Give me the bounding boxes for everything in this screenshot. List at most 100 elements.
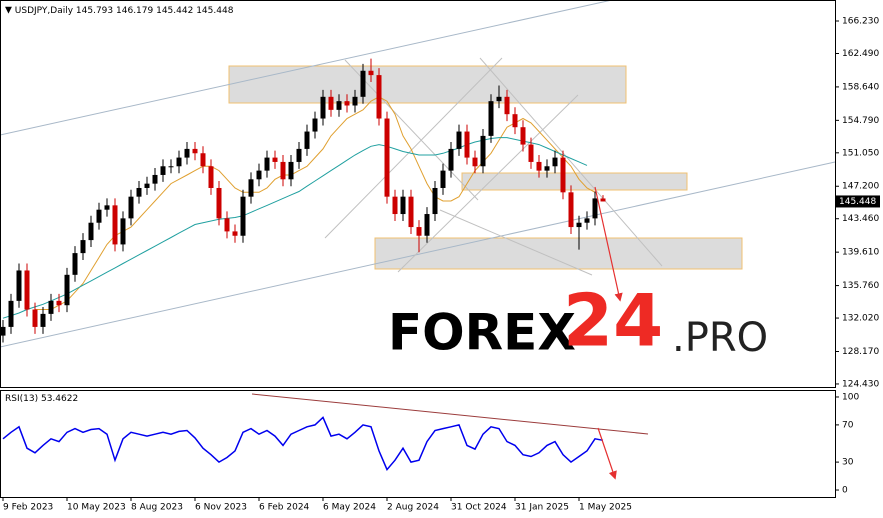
candle-body xyxy=(448,148,454,171)
rsi-tick-label: 70 xyxy=(842,420,854,430)
rsi-line xyxy=(2,416,604,472)
candle-body xyxy=(248,179,254,197)
candle-body xyxy=(408,196,414,228)
x-tick-label: 10 May 2023 xyxy=(67,503,126,513)
candle-body xyxy=(48,300,54,314)
x-tick-label: 1 May 2025 xyxy=(579,503,632,513)
candle-body xyxy=(488,101,494,136)
candle-body xyxy=(296,148,302,162)
y-tick-label: 158.640 xyxy=(842,82,879,92)
candle-body xyxy=(312,118,318,132)
candle-body xyxy=(512,114,518,128)
x-tick-label: 6 Feb 2024 xyxy=(259,503,310,513)
candle-body xyxy=(192,148,198,154)
y-tick-label: 128.170 xyxy=(842,347,879,357)
candle-body xyxy=(320,96,326,119)
candle-body xyxy=(480,135,486,167)
candle-body xyxy=(240,196,246,236)
y-tick-label: 135.760 xyxy=(842,281,879,291)
candle-body xyxy=(120,218,126,245)
candle-body xyxy=(208,166,214,188)
candle-body xyxy=(520,127,526,145)
candle-body xyxy=(32,309,38,327)
candle-body xyxy=(552,157,558,167)
candle-body xyxy=(136,187,142,197)
candle-body xyxy=(24,270,30,310)
x-tick-label: 9 Feb 2023 xyxy=(3,503,53,513)
rsi-title: RSI(13) 53.4622 xyxy=(5,394,78,404)
candle-body xyxy=(152,174,158,184)
candle-body xyxy=(80,240,86,254)
candle-body xyxy=(144,183,150,188)
open-value: 145.793 xyxy=(76,6,113,16)
candle-body xyxy=(272,157,278,162)
candle-body xyxy=(592,198,598,219)
channel-line xyxy=(0,161,836,348)
symbol: USDJPY,Daily xyxy=(15,6,74,16)
watermark-suffix: .PRO xyxy=(672,315,768,361)
annotations xyxy=(0,0,836,348)
candle-body xyxy=(328,96,334,110)
candle-body xyxy=(256,170,262,180)
candle-body xyxy=(576,222,582,228)
candle-body xyxy=(216,187,222,219)
candle-body xyxy=(464,131,470,158)
plot: 166.230 162.490 158.640 154.790 151.050 147.2… xyxy=(0,17,880,513)
candle-body xyxy=(168,166,174,168)
candle-body xyxy=(184,148,190,158)
rsi-tick-label: 30 xyxy=(842,458,854,468)
y-tick-label: 132.020 xyxy=(842,314,879,324)
price-marker xyxy=(836,195,880,208)
y-tick-label: 139.610 xyxy=(842,248,879,258)
frame xyxy=(0,0,836,498)
y-tick-label: 151.050 xyxy=(842,148,879,158)
candle-body xyxy=(528,144,534,162)
high-value: 146.179 xyxy=(116,6,153,16)
candle-body xyxy=(128,196,134,219)
candle-body xyxy=(584,218,590,223)
candle-body xyxy=(40,313,46,327)
channel-line xyxy=(0,0,613,136)
candle-body xyxy=(56,300,62,306)
candle-body xyxy=(224,218,230,232)
low-value: 145.442 xyxy=(156,6,193,16)
arrow xyxy=(597,427,617,480)
candle-body xyxy=(440,170,446,188)
candle-body xyxy=(368,70,374,76)
y-tick-label: 154.790 xyxy=(842,116,879,126)
candle-body xyxy=(344,101,350,106)
x-tick-label: 31 Jan 2025 xyxy=(515,503,569,513)
x-tick-label: 8 Aug 2023 xyxy=(131,503,183,513)
rsi-value: 53.4622 xyxy=(41,394,78,404)
rsi-tick-label: 100 xyxy=(842,392,859,402)
x-tick-label: 2 Aug 2024 xyxy=(387,503,439,513)
candle-body xyxy=(432,187,438,215)
x-tick-label: 31 Oct 2024 xyxy=(451,503,507,513)
candle-body xyxy=(0,326,6,336)
candle-body xyxy=(560,157,566,193)
close-value: 145.448 xyxy=(196,6,233,16)
candle-body xyxy=(336,101,342,110)
x-tick-label: 6 May 2024 xyxy=(323,503,376,513)
candle-body xyxy=(544,166,550,171)
y-tick-label: 166.230 xyxy=(842,17,879,27)
candle-body xyxy=(64,274,70,306)
candle-body xyxy=(104,205,110,210)
zone xyxy=(374,237,743,270)
watermark-number: 24 xyxy=(563,279,663,363)
rsi-name: RSI(13) xyxy=(5,394,38,404)
candle-body xyxy=(504,96,510,115)
candle-body xyxy=(200,153,206,167)
candle-body xyxy=(600,198,606,202)
watermark: FOREX 24 .PRO xyxy=(388,279,768,363)
candle-body xyxy=(288,161,294,180)
moving-average xyxy=(2,137,588,319)
candle-body xyxy=(456,131,462,149)
chart-title: ▼ USDJPY,Daily 145.793 146.179 145.442 1… xyxy=(5,6,234,16)
price-label: 145.448 xyxy=(839,197,876,207)
candle-body xyxy=(16,270,22,301)
y-tick-label: 143.460 xyxy=(842,214,879,224)
y-tick-label: 162.490 xyxy=(842,49,879,59)
candle-body xyxy=(280,161,286,180)
